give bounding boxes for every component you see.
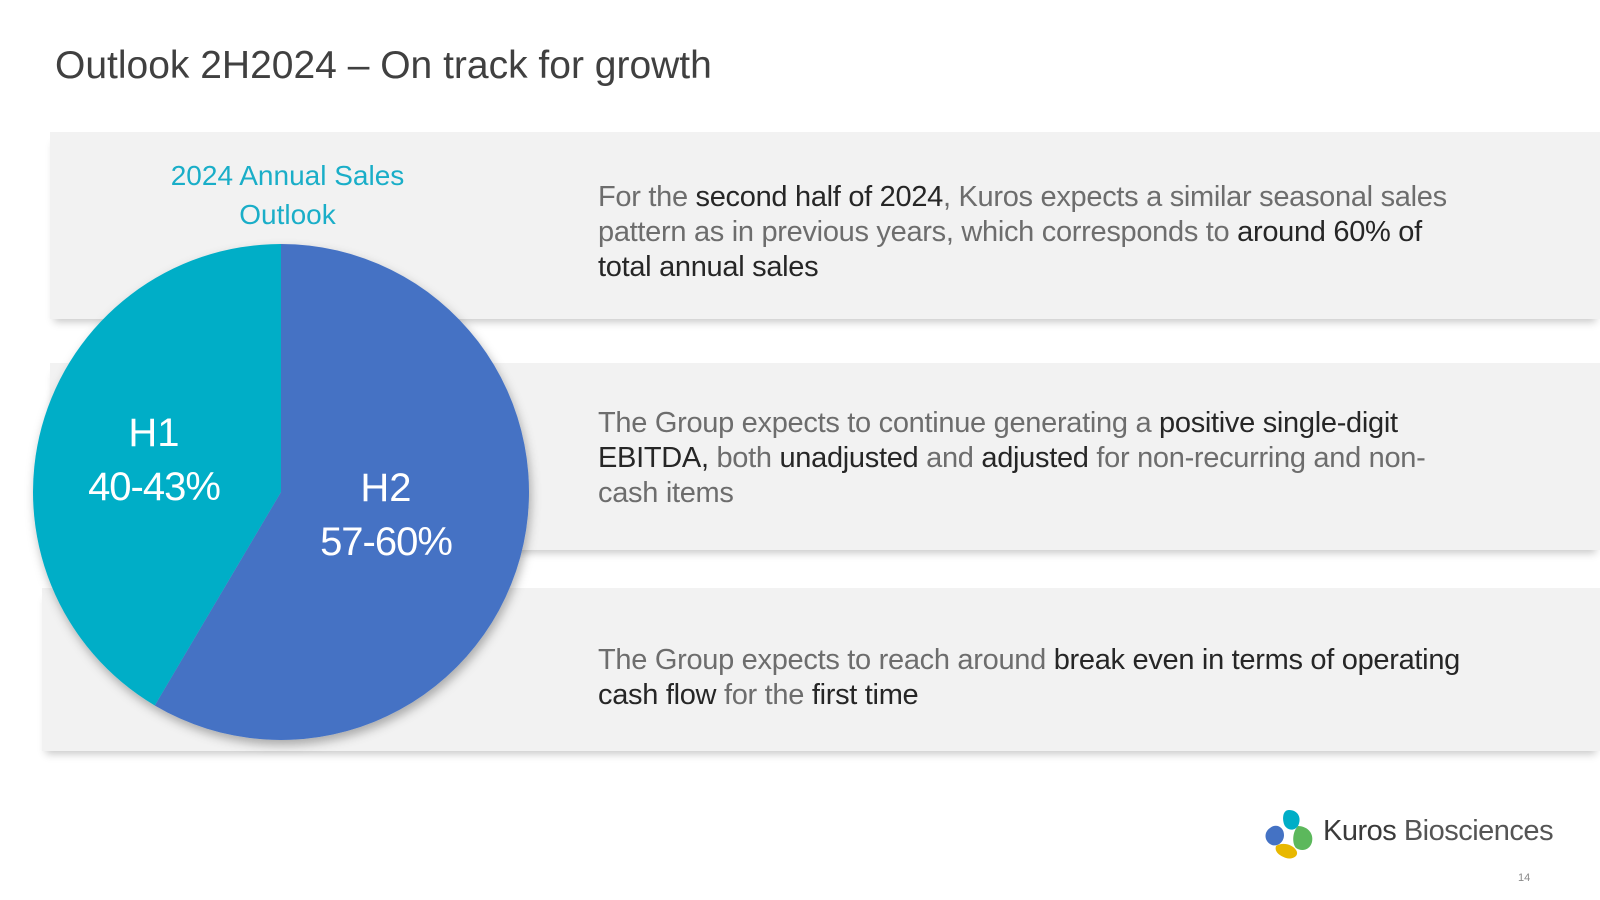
- pie-label-h1-value: 40-43%: [88, 465, 220, 509]
- statement-3-part-4: first time: [811, 679, 919, 711]
- statement-1-part-3: , Kuros expects a similar seasonal sales…: [598, 181, 1447, 248]
- kuros-logo-icon: [1265, 810, 1313, 859]
- statement-1-part-4: around 60% of total annual sales: [598, 216, 1422, 283]
- pie-slice-h1: [33, 244, 282, 706]
- statement-3-part-1: The Group expects to reach around: [598, 644, 1054, 676]
- chart-title-line-1: 2024 Annual Sales: [170, 160, 405, 191]
- logo-petal-3: [1293, 826, 1313, 850]
- statement-2: The Group expects to continue generating…: [598, 406, 1468, 511]
- pie-label-h2-value: 57-60%: [320, 520, 452, 564]
- page-number: 14: [1518, 872, 1531, 884]
- brand-name: Kuros Biosciences: [1323, 815, 1554, 848]
- brand-name-part-1: Kuros: [1323, 815, 1397, 847]
- chart-title-line-2: Outlook: [239, 199, 336, 230]
- brand-name-part-2: Biosciences: [1396, 815, 1554, 847]
- slide-title: Outlook 2H2024 – On track for growth: [55, 44, 712, 87]
- statement-3-part-2: break even in terms of operating cash fl…: [598, 644, 1460, 711]
- statement-2-part-3: both: [708, 442, 780, 474]
- chart-title: 2024 Annual Sales Outlook: [150, 156, 425, 234]
- statement-2-part-5: and: [918, 442, 982, 474]
- statement-1-part-2: second half of 2024: [695, 181, 944, 213]
- statement-1: For the second half of 2024, Kuros expec…: [598, 180, 1468, 285]
- pie-label-h2-name: H2: [360, 466, 411, 510]
- statement-2-part-4: unadjusted: [779, 442, 919, 474]
- statement-2-part-7: for non-recurring and non-cash items: [598, 442, 1426, 509]
- statement-2-part-1: The Group expects to continue generating…: [598, 407, 1160, 439]
- statement-3-part-3: for the: [716, 679, 812, 711]
- logo-petal-4: [1275, 843, 1298, 859]
- statement-2-part-6: adjusted: [981, 442, 1089, 474]
- statement-3: The Group expects to reach around break …: [598, 643, 1468, 713]
- pie-label-h1-name: H1: [128, 411, 179, 455]
- logo-petal-1: [1283, 810, 1300, 830]
- statement-1-part-1: For the: [598, 181, 696, 213]
- pie-slice-h2: [154, 244, 529, 740]
- statement-2-part-2: positive single-digit EBITDA,: [598, 407, 1398, 474]
- pie-chart: H2 57-60% H1 40-43%: [33, 244, 529, 740]
- logo-petal-2: [1265, 825, 1284, 846]
